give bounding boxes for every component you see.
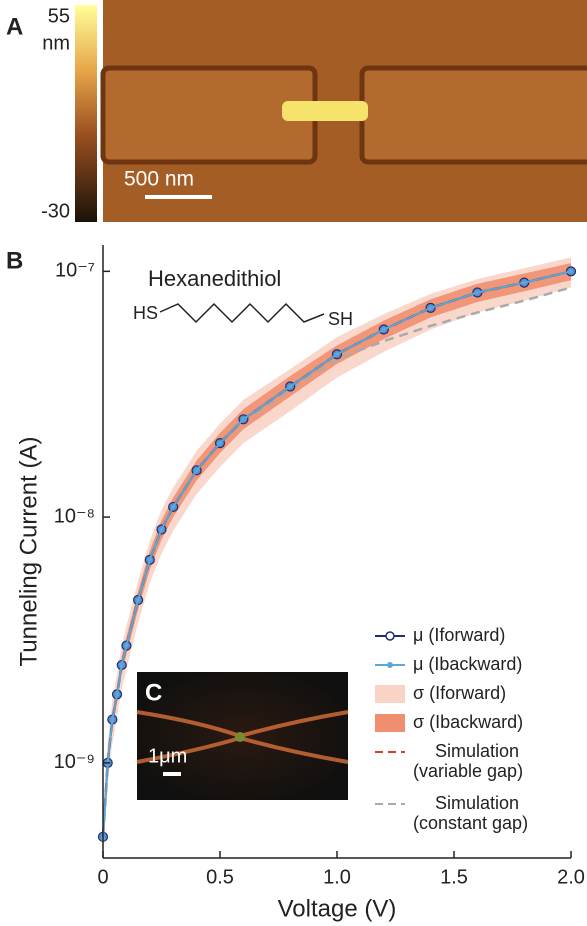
colorbar (75, 5, 97, 222)
x-tick-label: 0.5 (206, 866, 234, 888)
plot: B 0 0.5 1.0 1.5 2.0 10⁻⁹ 10⁻⁸ 10⁻⁷ Voltage (V) Tun… (6, 245, 585, 922)
nanorod (282, 101, 368, 121)
x-tick-label: 2.0 (557, 866, 585, 888)
legend-label: Simulation (variable gap) (413, 741, 523, 781)
colorbar-tick-label: 55 (48, 5, 70, 27)
molecule-label: HS (133, 303, 158, 323)
x-tick-label: 1.0 (323, 866, 351, 888)
marker (241, 417, 246, 422)
sigma-band (103, 257, 571, 856)
legend-swatch (385, 631, 395, 641)
x-tick-label: 0 (97, 866, 108, 888)
legend-label-line: (constant gap) (413, 813, 528, 833)
marker (119, 662, 124, 668)
marker (381, 327, 386, 332)
annotation: Hexanedithiol (148, 266, 281, 291)
scale-bar-label: 500 nm (124, 168, 194, 191)
panel-label: A (6, 13, 23, 40)
legend-label-line: (variable gap) (413, 761, 523, 781)
scale-bar-label: 1μm (148, 745, 187, 767)
legend-label-line: Simulation (435, 793, 519, 813)
molecule-chain (159, 302, 325, 324)
y-tick-label: 10⁻⁹ (54, 751, 95, 773)
y-tick-label: 10⁻⁷ (55, 260, 95, 282)
y-tick-label: 10⁻⁸ (54, 505, 95, 527)
panel-label: B (6, 247, 23, 274)
marker (194, 468, 199, 473)
colorbar-unit: nm (42, 32, 70, 54)
panel-label: C (145, 679, 162, 706)
colorbar-tick-label: -30 (41, 200, 70, 222)
y-axis-label: Tunneling Current (A) (15, 437, 42, 667)
marker (114, 692, 120, 697)
marker (171, 504, 176, 510)
legend-swatch (387, 662, 393, 668)
legend-label: μ (Ibackward) (413, 654, 522, 674)
legend-label-line: Simulation (435, 741, 519, 761)
marker (147, 557, 152, 563)
electrode (359, 65, 587, 165)
junction (235, 732, 245, 742)
legend-swatch (375, 685, 405, 703)
marker (334, 352, 340, 357)
legend-label: Simulation (constant gap) (413, 793, 528, 833)
x-axis-label: Voltage (V) (278, 895, 397, 922)
marker (428, 305, 433, 311)
marker (159, 527, 164, 532)
inset: C 1μm (136, 672, 349, 800)
marker (135, 597, 141, 603)
legend-label: σ (Iforward) (413, 683, 506, 703)
x-tick-label: 1.5 (440, 866, 468, 888)
legend-swatch (375, 714, 405, 732)
marker (522, 280, 527, 285)
marker (288, 384, 293, 389)
legend-label: μ (Iforward) (413, 625, 505, 645)
legend-label: σ (Ibackward) (413, 712, 523, 732)
marker (124, 643, 129, 648)
marker (217, 440, 223, 446)
molecule-label: SH (328, 309, 353, 329)
mean-line (102, 270, 572, 840)
marker (568, 269, 574, 274)
marker (475, 290, 480, 295)
marker (110, 717, 115, 722)
